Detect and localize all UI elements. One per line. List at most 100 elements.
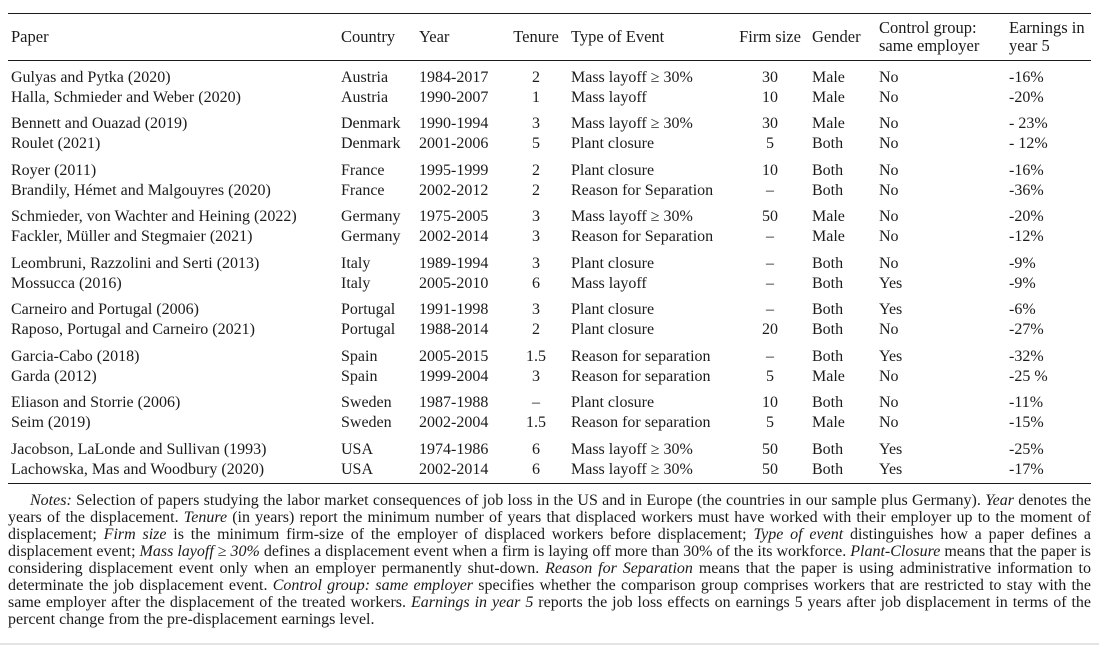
table-cell: 1.5 [526, 414, 546, 431]
table-cell: Yes [879, 460, 903, 478]
table-cell: Reason for Separation [571, 181, 714, 199]
table-cell: – [766, 254, 774, 272]
table-cell: 1999-2004 [419, 367, 489, 385]
table-cell: Male [812, 228, 845, 245]
table-cell: No [879, 88, 899, 106]
table-cell: -9% [1009, 254, 1036, 272]
table-cell: 2 [532, 161, 540, 179]
table-row: Raposo, Portugal and Carneiro (2021) Port… [8, 320, 1091, 340]
table-cell: Both [812, 347, 844, 365]
table-cell: 6 [532, 460, 540, 478]
table-cell: Plant closure [571, 394, 655, 411]
table-cell: 1991-1998 [419, 301, 489, 318]
table-cell: 2 [532, 321, 540, 338]
table-cell: Raposo, Portugal and Carneiro (2021) [11, 321, 255, 338]
table-cell: Sweden [341, 414, 392, 431]
notes-term: Mass layoff ≥ 30% [139, 542, 260, 560]
table-cell: -16% [1009, 161, 1044, 179]
table-cell: 30 [762, 68, 778, 86]
table-row: Garda (2012) Spain 1999-2004 3 Reason for se… [8, 367, 1091, 387]
table-cell: 3 [532, 367, 540, 385]
table-cell: 1990-1994 [419, 115, 489, 132]
notes-text: means that the paper is using administra… [8, 559, 1091, 594]
table-cell: – [766, 274, 774, 292]
table-cell: No [879, 254, 899, 272]
table-cell: Schmieder, von Wachter and Heining (2022… [11, 208, 297, 225]
table-cell: Mass layoff ≥ 30% [571, 460, 693, 478]
table-cell: Garda (2012) [11, 367, 97, 385]
table-cell: Fackler, Müller and Stegmaier (2021) [11, 228, 253, 245]
table-cell: Denmark [341, 115, 401, 132]
table-cell: Both [812, 274, 844, 292]
table-cell: Both [812, 460, 844, 478]
table-cell: Male [812, 367, 845, 385]
table-row: Lachowska, Mas and Woodbury (2020) USA 200… [8, 460, 1091, 484]
table-cell: 5 [766, 135, 774, 152]
table-row: Halla, Schmieder and Weber (2020) Austria… [8, 88, 1091, 108]
column-header: Paper [11, 27, 49, 46]
table-cell: Gulyas and Pytka (2020) [11, 68, 171, 86]
notes-term: Control group: same employer [272, 576, 474, 594]
table-cell: – [766, 347, 774, 365]
table-cell: No [879, 321, 899, 338]
table-row: Roulet (2021) Denmark 2001-2006 5 Plant clos… [8, 134, 1091, 154]
table-cell: Male [812, 414, 845, 431]
table-cell: 10 [762, 161, 778, 179]
table-cell: – [532, 394, 540, 411]
table-cell: - 23% [1009, 115, 1048, 132]
table-cell: Garcia-Cabo (2018) [11, 347, 140, 365]
notes-text: defines a displacement event when a firm… [259, 542, 851, 560]
table-cell: 5 [532, 135, 540, 152]
table-cell: 2002-2004 [419, 414, 489, 431]
table-cell: USA [341, 440, 374, 458]
column-header: Country [341, 27, 396, 46]
notes-text: distinguishes how a paper defines a disp… [8, 525, 1092, 560]
table-cell: No [879, 161, 899, 179]
table-body: Gulyas and Pytka (2020) Austria 1984-2017 2… [8, 61, 1091, 484]
table-cell: 6 [532, 440, 540, 458]
table-cell: Bennett and Ouazad (2019) [11, 115, 188, 132]
table-cell: 1988-2014 [419, 321, 489, 338]
column-header: Type of Event [571, 27, 665, 46]
table-cell: 2002-2014 [419, 228, 489, 245]
notes-term: Tenure [183, 508, 228, 526]
table-cell: France [341, 161, 385, 179]
table-cell: Reason for separation [571, 347, 711, 365]
notes-term: Notes: [30, 491, 72, 509]
table-cell: 3 [532, 228, 540, 245]
table-cell: -36% [1009, 181, 1044, 199]
table-cell: 5 [766, 367, 774, 385]
table-cell: No [879, 414, 899, 431]
table-cell: Sweden [341, 394, 392, 411]
table-cell: 2 [532, 181, 540, 199]
table-row: Carneiro and Portugal (2006) Portugal 1991… [8, 294, 1091, 321]
table-cell: 1990-2007 [419, 88, 489, 106]
table-row: Brandily, Hémet and Malgouyres (2020) Fra… [8, 181, 1091, 201]
table-cell: -20% [1009, 208, 1044, 225]
table-cell: -6% [1009, 301, 1036, 318]
table-cell: Both [812, 181, 844, 199]
column-header: Earnings in year 5 [1009, 18, 1085, 55]
table-cell: Plant closure [571, 321, 655, 338]
table-cell: 10 [762, 88, 778, 106]
table-cell: No [879, 367, 899, 385]
table-row: Bennett and Ouazad (2019) Denmark 1990-199… [8, 108, 1091, 135]
table-cell: Portugal [341, 301, 396, 318]
table-cell: No [879, 394, 899, 411]
notes-term: Earnings in year 5 [410, 593, 534, 611]
table-cell: Halla, Schmieder and Weber (2020) [11, 88, 241, 106]
table-cell: 1995-1999 [419, 161, 489, 179]
table-cell: 1987-1988 [419, 394, 489, 411]
table-cell: - 12% [1009, 135, 1048, 152]
table-cell: 2002-2014 [419, 460, 489, 478]
table-row: Garcia-Cabo (2018) Spain 2005-2015 1.5 Reaso… [8, 340, 1091, 367]
notes-term: Type of event [753, 525, 844, 543]
table-cell: Mass layoff [571, 274, 647, 292]
table-row: Jacobson, LaLonde and Sullivan (1993) USA… [8, 433, 1091, 460]
table-cell: No [879, 228, 899, 245]
table-cell: 2005-2015 [419, 347, 489, 365]
table-cell: 1974-1986 [419, 440, 489, 458]
table-cell: Jacobson, LaLonde and Sullivan (1993) [11, 440, 267, 458]
table-row: Mossucca (2016) Italy 2005-2010 6 Mass layof… [8, 274, 1091, 294]
